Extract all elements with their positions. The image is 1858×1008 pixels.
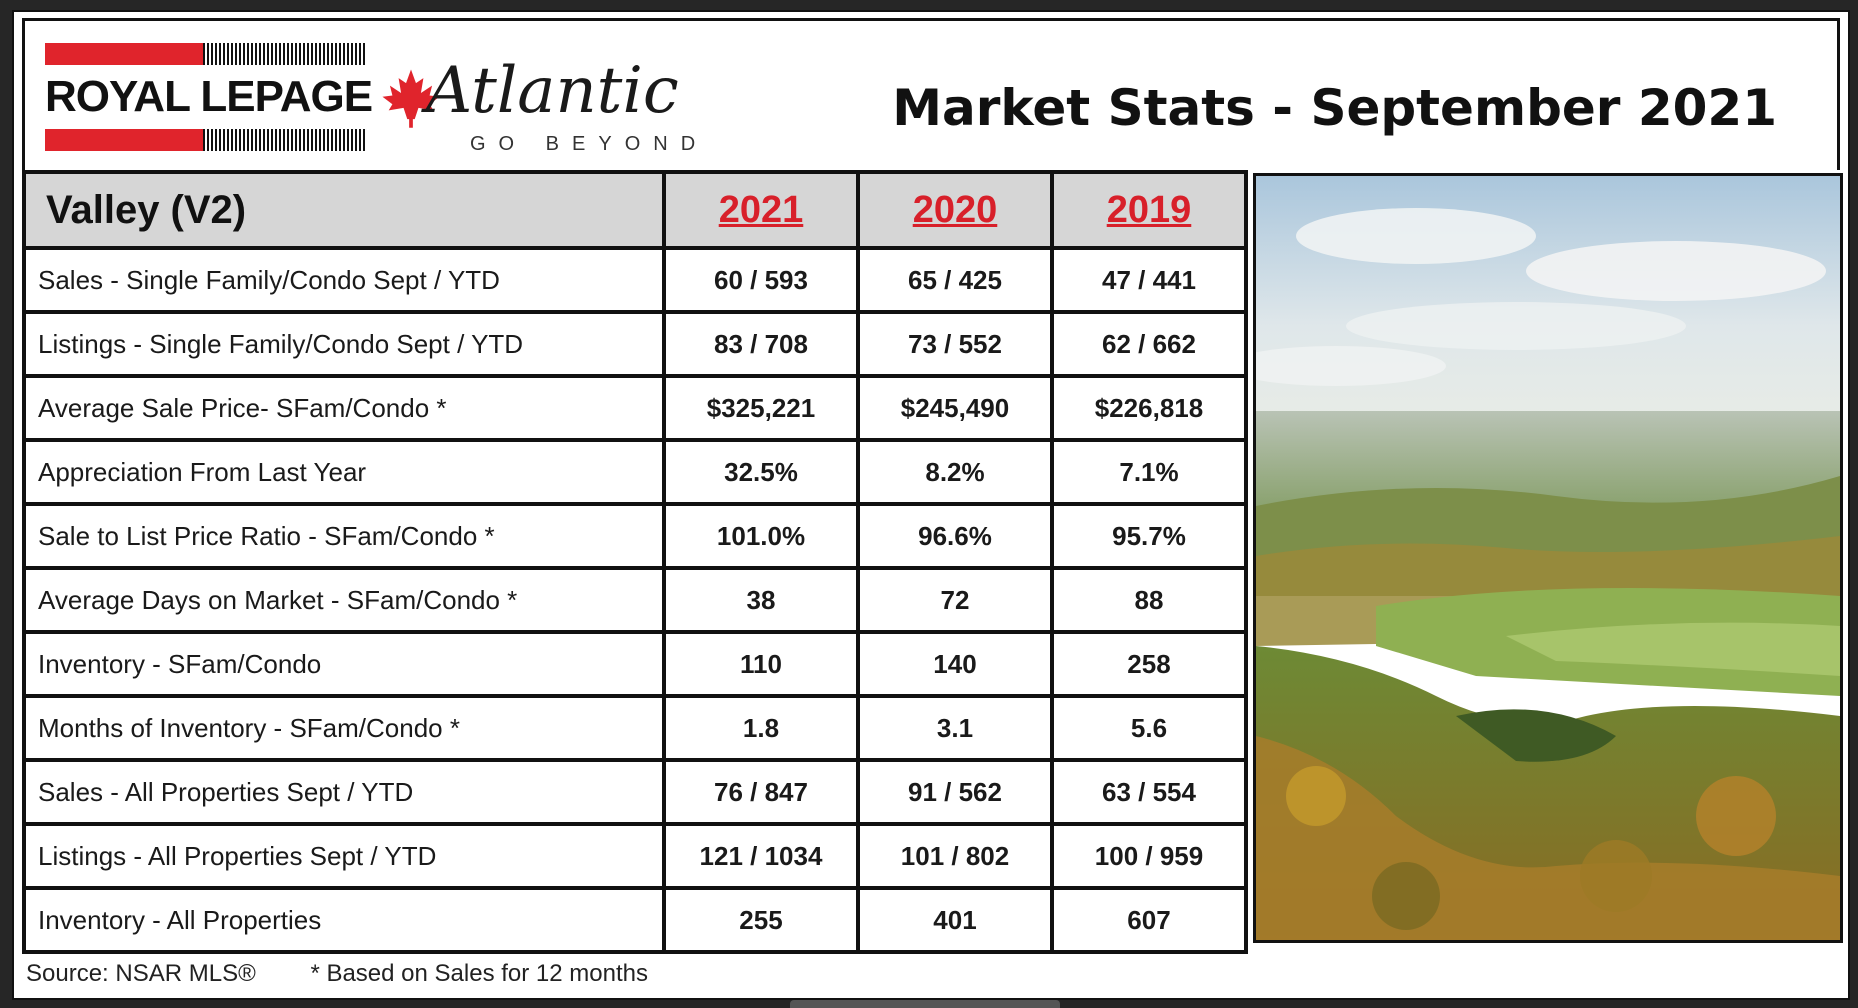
maple-leaf-icon [382, 69, 440, 128]
row-value: 7.1% [1050, 438, 1248, 506]
row-value: 72 [856, 566, 1054, 634]
row-value: 91 / 562 [856, 758, 1054, 826]
row-label: Sales - Single Family/Condo Sept / YTD [22, 246, 666, 314]
year-heading: 2021 [662, 170, 860, 250]
row-value: 401 [856, 886, 1054, 954]
logo-bar-top [45, 43, 365, 65]
table-row: Sale to List Price Ratio - SFam/Condo * … [22, 502, 1248, 570]
year-heading: 2020 [856, 170, 1054, 250]
row-value: 140 [856, 630, 1054, 698]
window-edge-handle [790, 1000, 1060, 1008]
row-label: Months of Inventory - SFam/Condo * [22, 694, 666, 762]
table-row: Sales - All Properties Sept / YTD 76 / 8… [22, 758, 1248, 826]
row-value: 73 / 552 [856, 310, 1054, 378]
row-value: $245,490 [856, 374, 1054, 442]
row-value: $325,221 [662, 374, 860, 442]
year-heading: 2019 [1050, 170, 1248, 250]
row-value: 76 / 847 [662, 758, 860, 826]
row-value: 607 [1050, 886, 1248, 954]
page-title: Market Stats - September 2021 [892, 79, 1777, 137]
row-label: Sales - All Properties Sept / YTD [22, 758, 666, 826]
row-label: Inventory - All Properties [22, 886, 666, 954]
row-value: 101.0% [662, 502, 860, 570]
table-row: Average Sale Price- SFam/Condo * $325,22… [22, 374, 1248, 442]
row-value: 32.5% [662, 438, 860, 506]
row-value: 88 [1050, 566, 1248, 634]
atlantic-logo: Atlantic GO BEYOND [380, 49, 710, 159]
row-label: Appreciation From Last Year [22, 438, 666, 506]
table-row: Sales - Single Family/Condo Sept / YTD 6… [22, 246, 1248, 314]
header: ROYAL LEPAGE Atlantic GO BEYOND Market S… [22, 18, 1840, 170]
row-label: Average Days on Market - SFam/Condo * [22, 566, 666, 634]
row-value: $226,818 [1050, 374, 1248, 442]
royal-lepage-logo: ROYAL LEPAGE [45, 43, 373, 151]
market-stats-table: Valley (V2) 2021 2020 2019 Sales - Singl… [22, 170, 1248, 954]
row-value: 121 / 1034 [662, 822, 860, 890]
valley-landscape-photo [1253, 173, 1843, 943]
row-value: 95.7% [1050, 502, 1248, 570]
table-header-row: Valley (V2) 2021 2020 2019 [22, 170, 1248, 250]
row-value: 3.1 [856, 694, 1054, 762]
row-value: 110 [662, 630, 860, 698]
row-label: Average Sale Price- SFam/Condo * [22, 374, 666, 442]
table-row: Inventory - SFam/Condo 110 140 258 [22, 630, 1248, 698]
row-value: 100 / 959 [1050, 822, 1248, 890]
row-value: 62 / 662 [1050, 310, 1248, 378]
source-note: Source: NSAR MLS® [26, 960, 256, 987]
table-row: Months of Inventory - SFam/Condo * 1.8 3… [22, 694, 1248, 762]
tagline: GO BEYOND [470, 133, 709, 155]
row-label: Listings - All Properties Sept / YTD [22, 822, 666, 890]
row-value: 255 [662, 886, 860, 954]
row-value: 83 / 708 [662, 310, 860, 378]
row-value: 258 [1050, 630, 1248, 698]
table-row: Listings - Single Family/Condo Sept / YT… [22, 310, 1248, 378]
row-value: 8.2% [856, 438, 1054, 506]
row-value: 38 [662, 566, 860, 634]
atlantic-wordmark: Atlantic [426, 54, 679, 128]
row-label: Listings - Single Family/Condo Sept / YT… [22, 310, 666, 378]
region-heading: Valley (V2) [22, 170, 666, 250]
row-label: Inventory - SFam/Condo [22, 630, 666, 698]
table-row: Inventory - All Properties 255 401 607 [22, 886, 1248, 954]
row-value: 47 / 441 [1050, 246, 1248, 314]
royal-lepage-wordmark: ROYAL LEPAGE [45, 72, 373, 121]
row-value: 60 / 593 [662, 246, 860, 314]
row-label: Sale to List Price Ratio - SFam/Condo * [22, 502, 666, 570]
row-value: 63 / 554 [1050, 758, 1248, 826]
table-row: Listings - All Properties Sept / YTD 121… [22, 822, 1248, 890]
row-value: 5.6 [1050, 694, 1248, 762]
row-value: 65 / 425 [856, 246, 1054, 314]
footnote: * Based on Sales for 12 months [310, 960, 648, 987]
row-value: 1.8 [662, 694, 860, 762]
table-row: Appreciation From Last Year 32.5% 8.2% 7… [22, 438, 1248, 506]
footer: Source: NSAR MLS® * Based on Sales for 1… [26, 960, 696, 988]
landscape-illustration [1256, 176, 1840, 940]
document-frame: ROYAL LEPAGE Atlantic GO BEYOND Market S… [12, 10, 1850, 1000]
logo-bar-bottom [45, 129, 365, 151]
table-row: Average Days on Market - SFam/Condo * 38… [22, 566, 1248, 634]
row-value: 101 / 802 [856, 822, 1054, 890]
row-value: 96.6% [856, 502, 1054, 570]
